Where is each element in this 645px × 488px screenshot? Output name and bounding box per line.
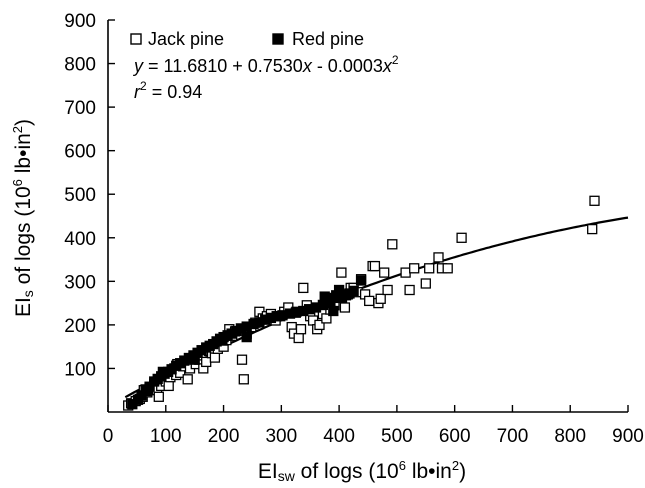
point-jack-pine [298, 282, 309, 294]
point-jack-pine [456, 232, 467, 243]
point-jack-pine [409, 263, 420, 274]
point-jack-pine [339, 302, 351, 313]
legend: Jack pine Red pine [130, 29, 364, 49]
point-jack-pine [336, 267, 347, 278]
point-red-pine [328, 305, 339, 317]
eq-exp: 2 [392, 53, 399, 67]
point-red-pine [142, 385, 153, 397]
axes-layer: 0 100 200 300 400 500 600 700 800 900 100 200 300 400… [64, 11, 644, 447]
x-tick-label: 300 [265, 426, 297, 447]
point-red-pine [319, 291, 330, 302]
eq-body: = 11.6810 + 0.7530 [143, 56, 303, 76]
y-tick-label: 500 [64, 185, 96, 206]
point-jack-pine [442, 263, 453, 274]
y-axis-title: EIs of logs (106 lb•in2) [10, 119, 36, 317]
y-tick-label: 300 [64, 272, 96, 293]
x-tick-label: 200 [208, 426, 240, 447]
point-jack-pine [379, 267, 390, 278]
point-jack-pine [587, 223, 598, 235]
regression-equation: y = 11.6810 + 0.7530x - 0.0003x2 [132, 53, 399, 76]
point-jack-pine [209, 352, 221, 363]
y-tick-label: 900 [64, 11, 96, 32]
y-tick-label: 800 [64, 55, 96, 76]
point-jack-pine [201, 356, 212, 368]
r-squared: r2 = 0.94 [134, 79, 202, 102]
point-jack-pine [433, 252, 444, 263]
point-jack-pine [364, 295, 375, 307]
point-red-pine [355, 275, 367, 286]
y-tick-label: 400 [64, 229, 96, 250]
y-tick-label: 600 [64, 142, 96, 163]
eq-x2: x [382, 56, 393, 76]
y-tick-label: 700 [64, 98, 96, 119]
point-jack-pine [382, 284, 393, 296]
r2-exp: 2 [140, 79, 147, 93]
point-jack-pine [238, 374, 249, 385]
point-jack-pine [293, 332, 304, 344]
x-tick-label: 500 [381, 426, 413, 447]
x-tick-label: 100 [150, 426, 182, 447]
point-jack-pine [236, 354, 248, 365]
legend-marker-jack-pine [130, 33, 142, 45]
point-jack-pine [295, 324, 307, 335]
eq-y: y [132, 56, 144, 76]
point-jack-pine [369, 260, 381, 272]
point-jack-pine [314, 319, 325, 331]
point-jack-pine [153, 391, 164, 402]
legend-label-jack-pine: Jack pine [148, 29, 224, 49]
point-red-pine [217, 335, 228, 346]
y-tick-label: 100 [64, 359, 96, 380]
eq-mid: - 0.0003 [312, 56, 383, 76]
point-jack-pine [375, 293, 386, 304]
y-tick-label: 200 [64, 316, 96, 337]
point-jack-pine [163, 380, 174, 392]
point-jack-pine [400, 267, 411, 278]
point-red-pine [241, 331, 252, 343]
point-jack-pine [182, 374, 193, 385]
point-jack-pine [589, 195, 600, 206]
legend-label-red-pine: Red pine [292, 29, 364, 49]
eq-x1: x [302, 56, 313, 76]
x-tick-label: 0 [103, 426, 114, 447]
r2-val: = 0.94 [147, 82, 203, 102]
data-points-layer [123, 195, 600, 411]
x-tick-label: 700 [497, 426, 529, 447]
x-tick-label: 600 [439, 426, 471, 447]
x-tick-label: 400 [323, 426, 355, 447]
x-tick-label: 900 [612, 426, 644, 447]
point-jack-pine [387, 239, 398, 250]
x-tick-label: 800 [554, 426, 586, 447]
point-red-pine [189, 354, 200, 365]
point-jack-pine [420, 278, 431, 289]
x-axis-title: EIsw of logs (106 lb•in2) [258, 458, 466, 484]
point-red-pine [157, 366, 169, 378]
point-red-pine [348, 285, 359, 297]
legend-marker-red-pine [272, 33, 284, 45]
point-jack-pine [404, 284, 415, 296]
point-jack-pine [424, 263, 435, 274]
r2-r: r [134, 82, 141, 102]
